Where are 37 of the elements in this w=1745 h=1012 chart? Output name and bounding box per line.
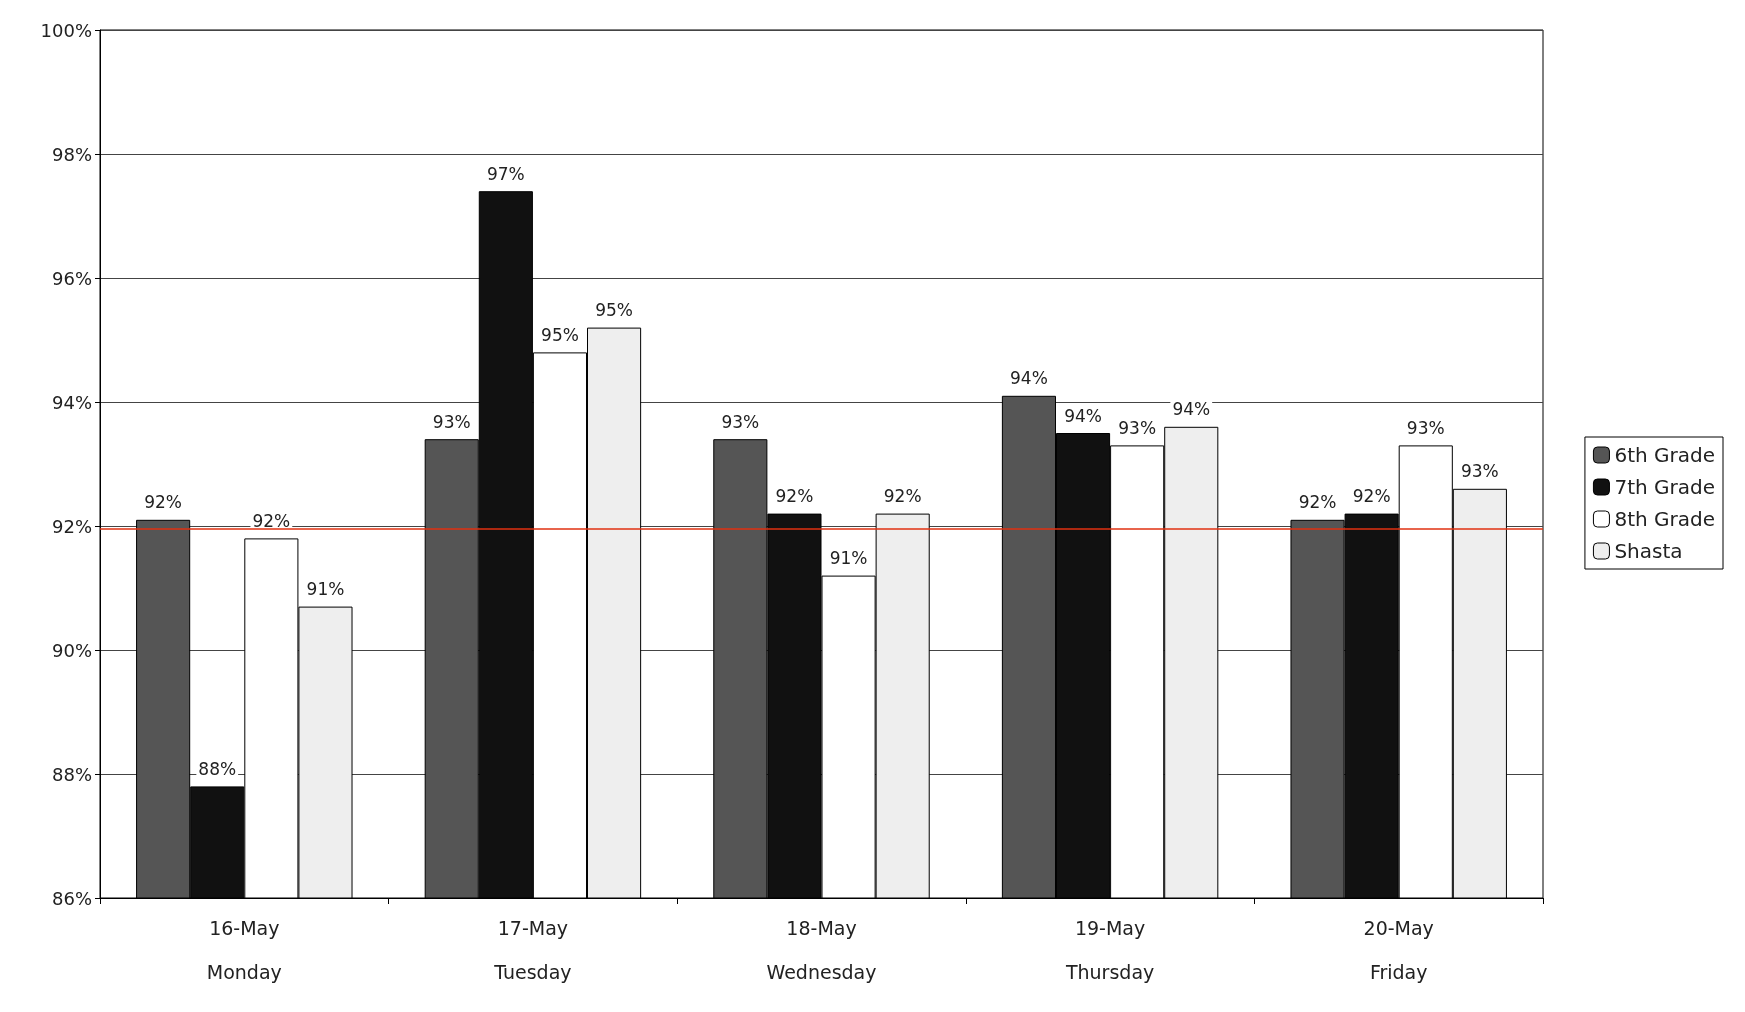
- data-label: 92%: [1298, 492, 1337, 513]
- data-label: 92%: [775, 486, 814, 507]
- legend-label: 7th Grade: [1614, 475, 1715, 499]
- data-label: 91%: [306, 579, 345, 600]
- data-label: 93%: [721, 411, 760, 432]
- x-tick-label: 16-May Monday: [206, 917, 282, 983]
- data-label: 88%: [198, 758, 237, 779]
- data-label: 93%: [1118, 417, 1157, 438]
- data-label: 92%: [252, 510, 291, 531]
- x-tick-label: 18-May Wednesday: [766, 917, 877, 983]
- data-label: 95%: [541, 324, 579, 345]
- y-tick-label: 90%: [51, 639, 92, 661]
- y-tick-label: 94%: [51, 391, 92, 413]
- data-label: 92%: [883, 486, 922, 507]
- data-label: 94%: [1010, 368, 1048, 389]
- data-label: 92%: [1352, 486, 1391, 507]
- x-tick-label: 20-May Friday: [1363, 917, 1434, 983]
- legend-label: Shasta: [1614, 539, 1683, 563]
- y-tick-label: 88%: [51, 763, 92, 785]
- data-label: 94%: [1064, 405, 1102, 426]
- y-tick-label: 86%: [51, 887, 92, 909]
- data-label: 94%: [1172, 399, 1211, 420]
- x-tick-label: 19-May Thursday: [1064, 917, 1155, 983]
- y-tick-label: 100%: [40, 19, 92, 41]
- y-tick-label: 96%: [51, 267, 92, 289]
- y-tick-label: 98%: [51, 143, 92, 165]
- legend-label: 8th Grade: [1614, 507, 1715, 531]
- x-tick-label: 17-May Tuesday: [493, 917, 572, 983]
- data-label: 93%: [1460, 461, 1499, 482]
- legend-label: 6th Grade: [1614, 443, 1715, 467]
- data-label: 91%: [829, 548, 868, 569]
- data-label: 93%: [1406, 417, 1445, 438]
- data-label: 93%: [432, 411, 471, 432]
- data-label: 92%: [144, 492, 183, 513]
- y-tick-label: 92%: [51, 515, 92, 537]
- data-label: 95%: [595, 300, 633, 321]
- data-label: 97%: [486, 163, 525, 184]
